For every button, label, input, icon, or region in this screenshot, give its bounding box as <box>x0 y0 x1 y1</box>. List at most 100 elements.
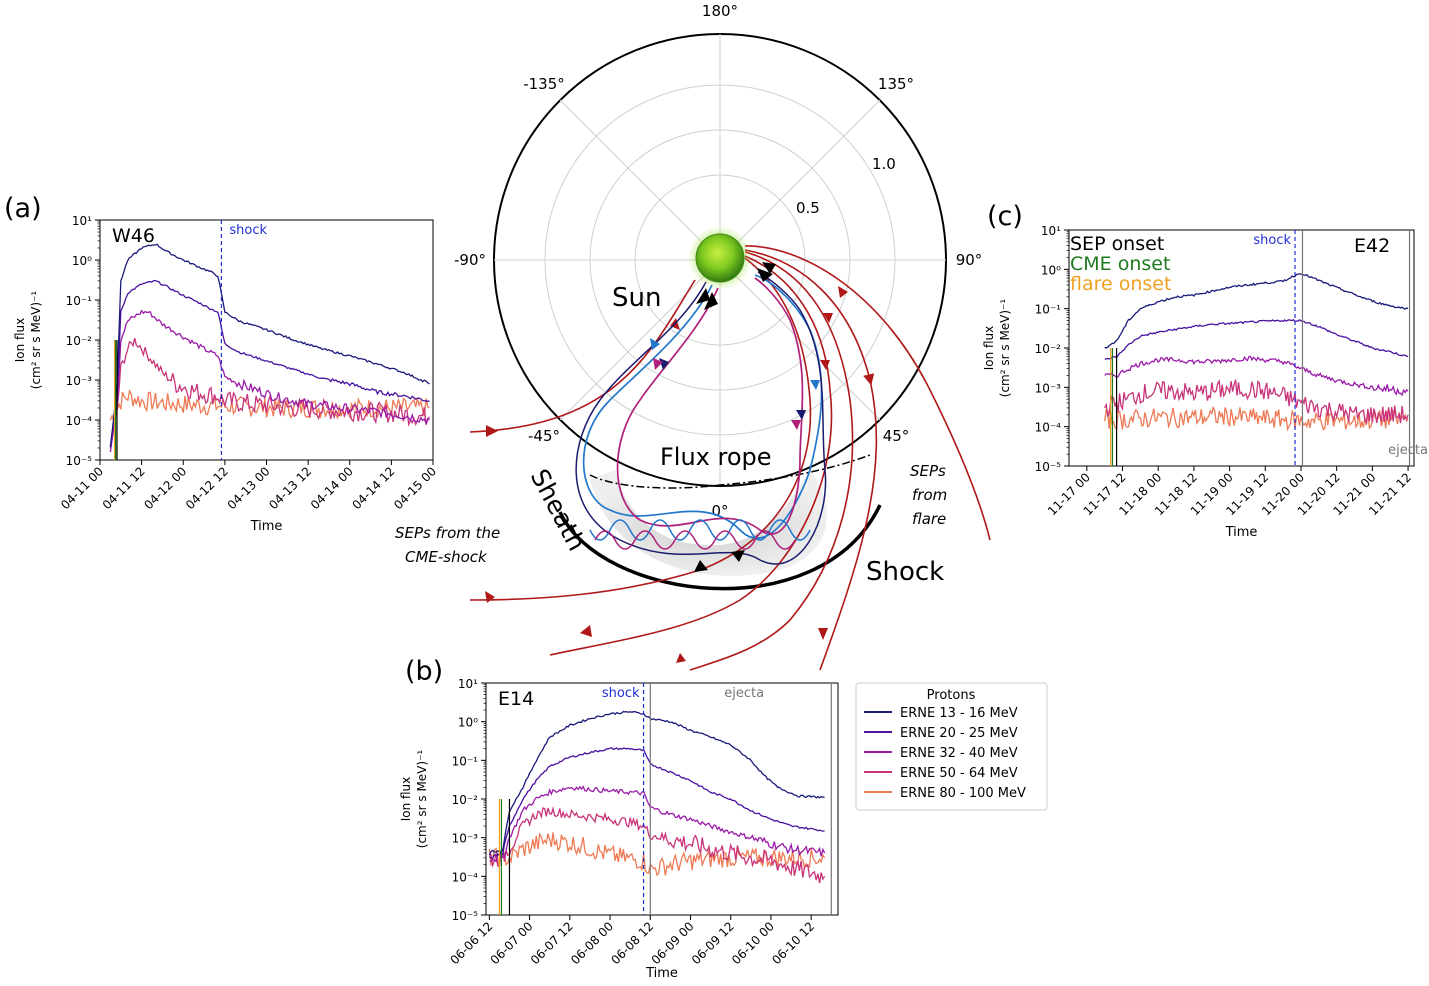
angle-label-minus90: -90° <box>454 251 486 269</box>
y-tick-label: 10⁻¹ <box>1035 303 1062 317</box>
sun-icon <box>695 233 745 283</box>
series-line <box>488 710 825 856</box>
series-line <box>109 243 430 448</box>
series-line <box>1104 318 1409 360</box>
panel-label-a: (a) <box>4 193 42 224</box>
x-tick-label: 04-14 00 <box>308 464 356 512</box>
y-tick-label: 10¹ <box>1041 224 1061 238</box>
shock-arc <box>558 504 882 591</box>
series-line <box>489 785 826 863</box>
chart-title: E42 <box>1354 235 1390 257</box>
x-tick-label: 06-07 12 <box>528 919 576 967</box>
legend-entry: ERNE 32 - 40 MeV <box>900 746 1018 761</box>
x-tick-label: 06-09 12 <box>689 919 737 967</box>
plot-area <box>1104 273 1409 432</box>
shock-annotation: shock <box>602 686 640 701</box>
plot-frame <box>485 682 839 916</box>
y-tick-label: 10¹ <box>458 677 478 691</box>
legend-cme-onset: CME onset <box>1070 253 1170 275</box>
y-tick-label: 10⁻³ <box>452 832 479 846</box>
sheath-label: Sheath <box>525 464 592 555</box>
x-tick-label: 06-10 00 <box>729 919 777 967</box>
x-axis-label: Time <box>1225 525 1258 540</box>
seps-shock-label-2: CME-shock <box>405 548 488 566</box>
angle-label-minus135: -135° <box>523 75 565 93</box>
plot-frame <box>99 219 434 461</box>
series-line <box>1104 273 1409 349</box>
y-axis-unit: (cm² sr s MeV)⁻¹ <box>998 299 1012 398</box>
series-line <box>488 747 825 859</box>
helix-magenta <box>594 530 796 550</box>
legend-entry: ERNE 13 - 16 MeV <box>900 706 1018 721</box>
y-axis-label: Ion flux <box>13 318 27 363</box>
y-tick-label: 10⁰ <box>458 716 478 730</box>
flux-rope-body <box>590 470 827 576</box>
plot-area <box>488 710 826 884</box>
y-tick-label: 10⁻² <box>66 334 93 348</box>
legend-title: Protons <box>927 688 976 703</box>
x-tick-label: 06-08 00 <box>568 919 616 967</box>
ejecta-annotation: ejecta <box>724 686 764 701</box>
y-tick-label: 10⁻³ <box>1035 381 1062 395</box>
x-tick-label: 06-06 12 <box>447 919 495 967</box>
chart-a: 10⁻⁵ 10⁻⁴ 10⁻³ 10⁻² 10⁻¹ 10⁰ 10¹ 04-11 0004-11 … <box>13 214 439 534</box>
x-tick-label: 04-15 00 <box>391 464 439 512</box>
legend-flare-onset: flare onset <box>1070 273 1171 295</box>
front-line <box>589 454 871 489</box>
y-tick-label: 10⁻³ <box>66 374 93 388</box>
series-line <box>1104 405 1409 432</box>
chart-title: W46 <box>112 225 155 247</box>
series-line <box>109 279 430 447</box>
y-tick-label: 10¹ <box>72 214 92 228</box>
angle-label-45: 45° <box>883 427 910 445</box>
x-axis-label: Time <box>645 966 678 981</box>
y-axis-label: Ion flux <box>982 326 996 371</box>
x-tick-label: 06-08 12 <box>608 919 656 967</box>
y-tick-label: 10⁻⁵ <box>66 454 93 468</box>
y-axis-unit: (cm² sr s MeV)⁻¹ <box>29 291 43 390</box>
shock-label: Shock <box>866 557 944 587</box>
shock-annotation: shock <box>1253 233 1291 248</box>
seps-flare-label-3: flare <box>912 510 946 528</box>
red-arrows <box>485 286 848 663</box>
y-tick-label: 10⁻⁵ <box>452 909 479 923</box>
flux-rope-label: Flux rope <box>660 443 772 471</box>
colored-arrows <box>650 338 820 430</box>
angle-label-180: 180° <box>702 2 738 20</box>
magenta-field-line <box>616 277 804 535</box>
seps-shock-label-1: SEPs from the <box>395 524 500 542</box>
y-tick-label: 10⁻¹ <box>452 754 479 768</box>
radius-label-1.0: 1.0 <box>872 155 896 173</box>
chart-title: E14 <box>498 688 534 710</box>
legend-entry: ERNE 80 - 100 MeV <box>900 786 1026 801</box>
x-tick-label: 04-11 12 <box>100 464 148 512</box>
legend-sep-onset: SEP onset <box>1070 233 1164 255</box>
x-tick-label: 04-11 00 <box>58 464 106 512</box>
x-tick-label: 04-12 00 <box>141 464 189 512</box>
y-tick-label: 10⁻⁴ <box>1035 421 1062 435</box>
radius-label-0.5: 0.5 <box>796 199 820 217</box>
x-tick-label: 06-07 00 <box>488 919 536 967</box>
panel-label-b: (b) <box>405 656 443 687</box>
x-tick-label: 06-09 00 <box>649 919 697 967</box>
legend-entry: ERNE 20 - 25 MeV <box>900 726 1018 741</box>
series-line <box>489 806 826 884</box>
x-tick-label: 04-14 12 <box>349 464 397 512</box>
series-line <box>488 832 826 877</box>
seps-flare-label-1: SEPs <box>910 462 946 480</box>
ejecta-annotation: ejecta <box>1388 443 1428 458</box>
y-axis-unit: (cm² sr s MeV)⁻¹ <box>415 750 429 849</box>
cme-diagram: 180° 135° 90° 45° 0° -45° -90° -135° 0.5… <box>395 2 991 671</box>
series-line <box>1104 379 1409 424</box>
y-tick-label: 10⁻² <box>452 793 479 807</box>
series-line <box>109 309 430 453</box>
y-tick-label: 10⁻¹ <box>66 294 93 308</box>
seps-flare-label-2: from <box>912 486 947 504</box>
angle-label-135: 135° <box>878 75 914 93</box>
x-tick-label: 06-10 12 <box>769 919 817 967</box>
y-tick-label: 10⁻⁴ <box>452 870 479 884</box>
angle-label-90: 90° <box>956 251 983 269</box>
sun-label: Sun <box>612 283 661 313</box>
